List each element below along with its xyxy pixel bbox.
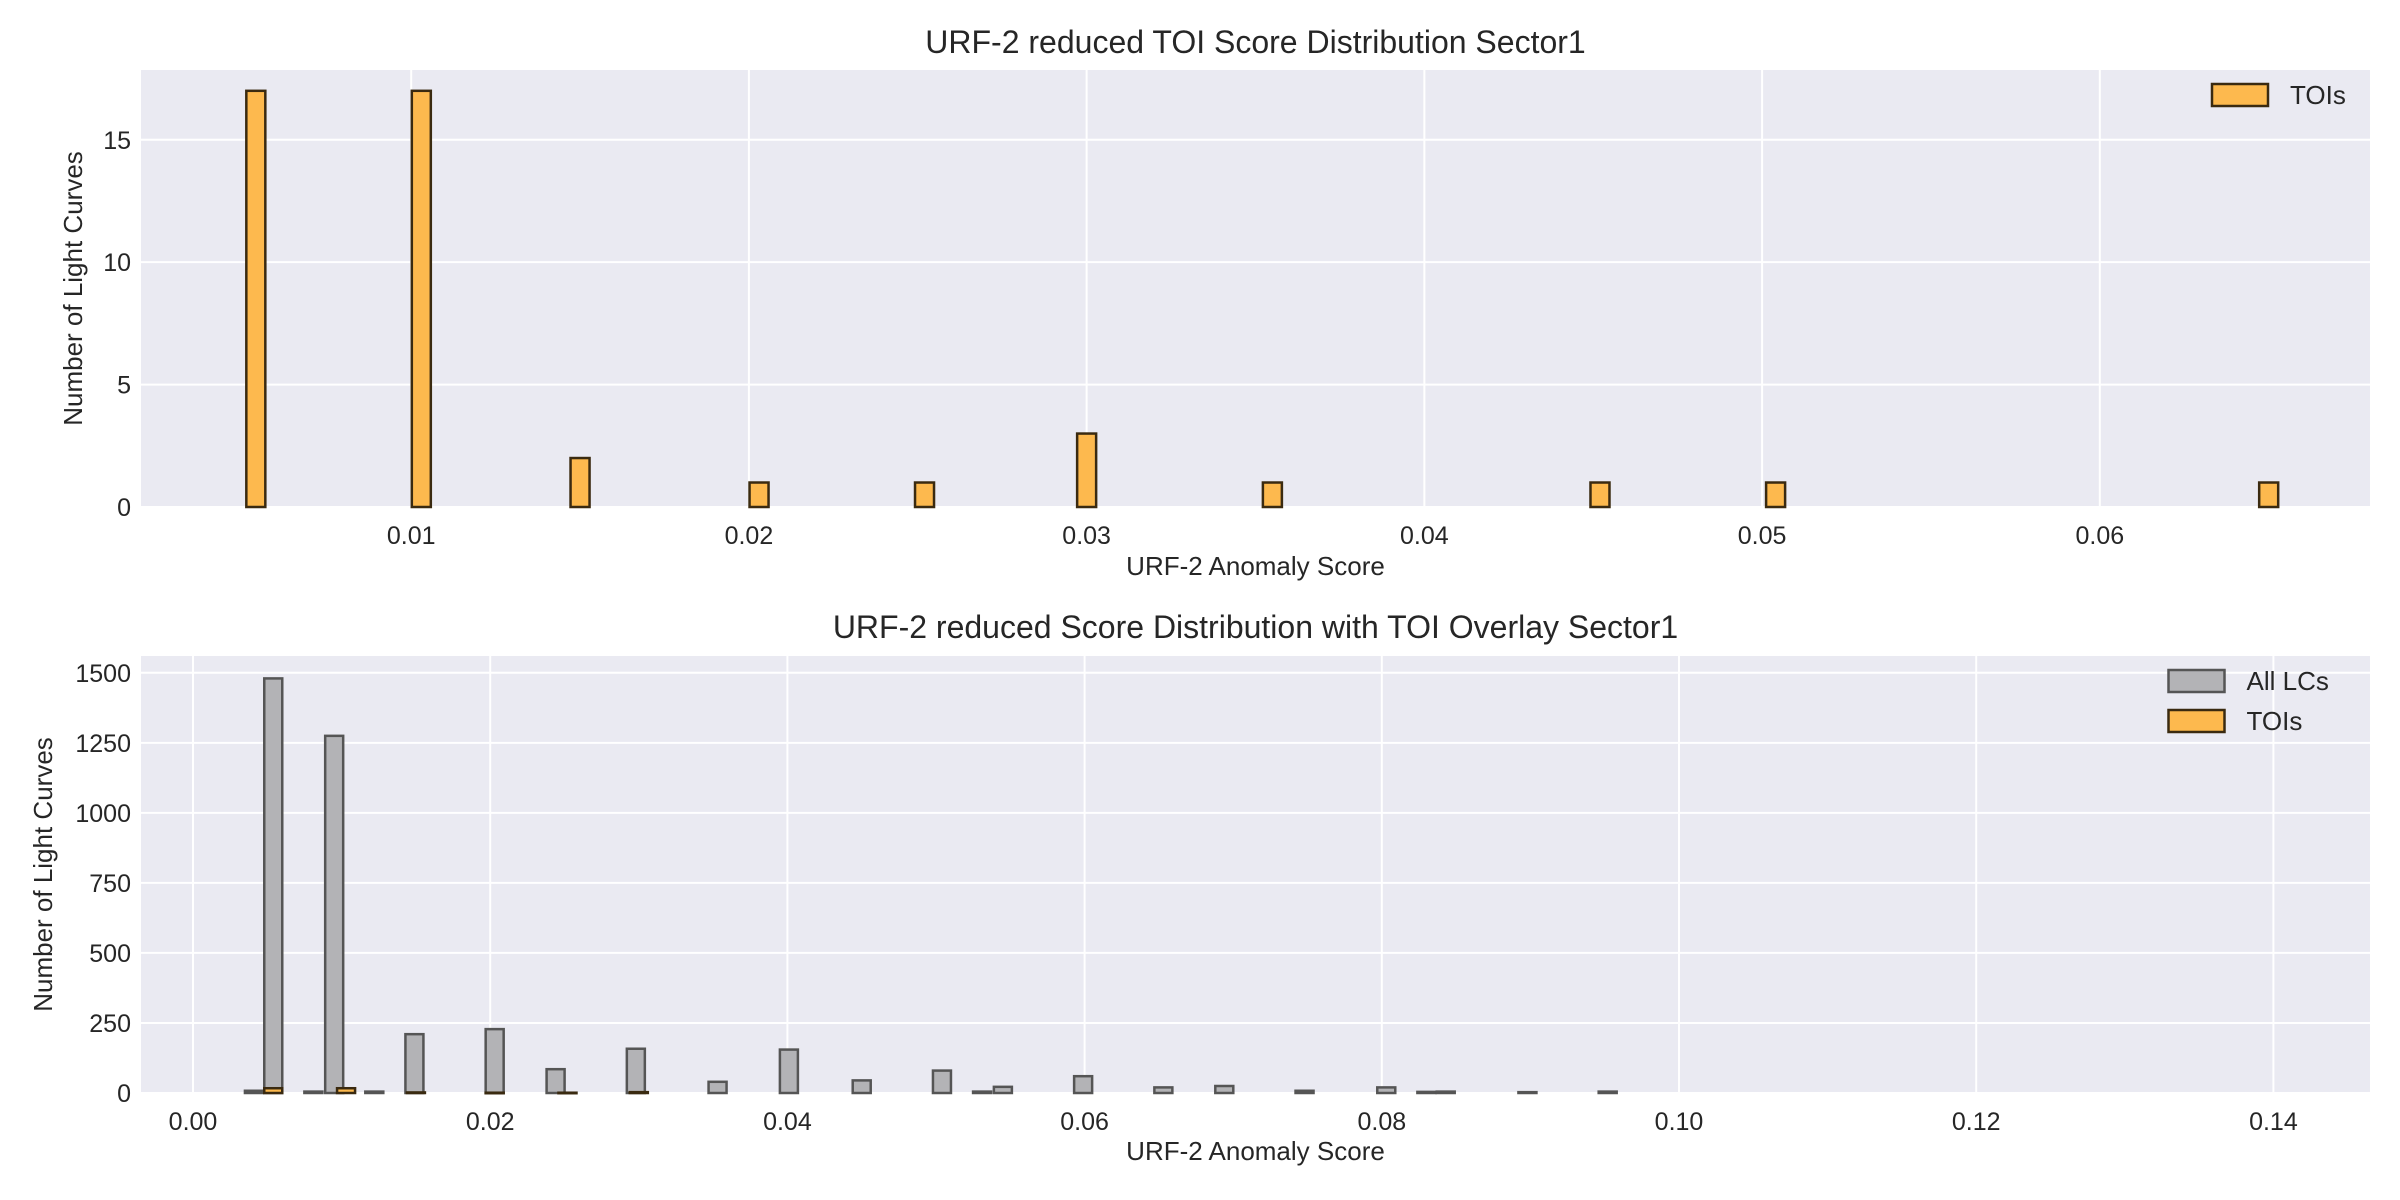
y-tick-label: 15 (103, 127, 131, 155)
tois-bar (557, 1091, 578, 1095)
grid (141, 656, 2370, 1094)
all-lcs-bar (1294, 1089, 1315, 1095)
bars (245, 89, 2280, 509)
y-tick-label: 750 (89, 870, 131, 898)
all-lcs-bar (484, 1027, 505, 1095)
all-lcs-bar (971, 1090, 993, 1095)
all-lcs-bar (625, 1047, 647, 1095)
all-lcs-bar (323, 734, 345, 1095)
tois-bar (2257, 481, 2280, 509)
tois-bar (628, 1090, 650, 1095)
all-lcs-bar (851, 1079, 872, 1095)
all-lcs-bar (1517, 1090, 1538, 1095)
y-tick-label: 5 (117, 372, 131, 400)
chart-title: URF-2 reduced TOI Score Distribution Sec… (925, 24, 1585, 60)
x-tick-label: 0.03 (1062, 522, 1111, 550)
all-lcs-bar (303, 1090, 324, 1095)
all-lcs-bar (1416, 1090, 1437, 1095)
x-tick-label: 0.06 (2075, 522, 2124, 550)
y-axis-label: Number of Light Curves (58, 151, 88, 426)
x-axis-label: URF-2 Anomaly Score (1126, 551, 1385, 581)
all-lcs-bar (243, 1089, 265, 1095)
all-lcs-bar (263, 677, 284, 1095)
tois-bar (335, 1086, 357, 1095)
y-tick-label: 0 (117, 494, 131, 522)
all-lcs-bar (364, 1090, 385, 1095)
y-tick-label: 1250 (75, 730, 131, 758)
tois-bar (484, 1091, 505, 1095)
legend-label: TOIs (2290, 80, 2346, 110)
legend-swatch (2210, 82, 2270, 108)
tois-bar (1075, 432, 1098, 509)
legend-swatch (2167, 668, 2226, 694)
x-axis-label: URF-2 Anomaly Score (1126, 1136, 1385, 1166)
y-axis-label: Number of Light Curves (28, 737, 58, 1012)
legend-label: All LCs (2247, 666, 2329, 696)
legend: All LCs TOIs (2167, 666, 2329, 736)
y-tick-label: 10 (103, 249, 131, 277)
tois-bar (1589, 481, 1611, 509)
tois-bar (245, 89, 267, 509)
legend-swatch (2167, 708, 2226, 734)
tois-bar (913, 481, 936, 509)
legend: TOIs (2210, 80, 2346, 110)
plot-area (141, 70, 2370, 507)
x-tick-label: 0.04 (763, 1108, 812, 1136)
chart-title: URF-2 reduced Score Distribution with TO… (833, 609, 1678, 645)
overlay-distribution-panel: 0.00 0.02 0.04 0.06 0.08 0.10 0.12 0.14 0 250 500… (28, 609, 2370, 1166)
tois-bar (405, 1091, 427, 1095)
x-tick-label: 0.00 (169, 1108, 218, 1136)
y-tick-label: 250 (89, 1010, 131, 1038)
grid (141, 70, 2370, 508)
legend-label: TOIs (2247, 706, 2303, 736)
all-lcs-bar (1072, 1074, 1094, 1095)
x-tick-label: 0.02 (725, 522, 774, 550)
x-tick-label: 0.12 (1952, 1108, 2001, 1136)
tois-bar (569, 456, 591, 509)
y-tick-label: 0 (117, 1080, 131, 1108)
tois-bar (410, 89, 433, 509)
x-tick-label: 0.01 (387, 522, 436, 550)
y-tick-labels: 0 5 10 15 (103, 127, 131, 522)
all-lcs-bar (1214, 1084, 1235, 1095)
tois-bar (1261, 481, 1284, 509)
all-lcs-bar (1435, 1090, 1456, 1095)
x-tick-labels: 0.01 0.02 0.03 0.04 0.05 0.06 (387, 522, 2124, 550)
tois-bar (1764, 481, 1787, 509)
tois-bar (748, 481, 770, 509)
all-lcs-bar (707, 1080, 728, 1095)
x-tick-label: 0.04 (1400, 522, 1449, 550)
y-tick-label: 1500 (75, 660, 131, 688)
y-tick-label: 1000 (75, 800, 131, 828)
bars (243, 677, 1618, 1095)
x-tick-label: 0.05 (1738, 522, 1787, 550)
all-lcs-bar (404, 1032, 425, 1095)
x-tick-label: 0.06 (1060, 1108, 1109, 1136)
x-tick-label: 0.02 (466, 1108, 515, 1136)
x-tick-labels: 0.00 0.02 0.04 0.06 0.08 0.10 0.12 0.14 (169, 1108, 2298, 1136)
x-tick-label: 0.10 (1655, 1108, 1704, 1136)
all-lcs-bar (992, 1085, 1014, 1095)
x-tick-label: 0.14 (2249, 1108, 2298, 1136)
plot-area (141, 656, 2370, 1093)
all-lcs-bar (1376, 1086, 1397, 1095)
all-lcs-bar (1153, 1086, 1174, 1095)
toi-distribution-panel: 0.01 0.02 0.03 0.04 0.05 0.06 0 5 10 15 URF-2 re… (58, 24, 2370, 581)
tois-bar (263, 1086, 284, 1095)
x-tick-label: 0.08 (1357, 1108, 1406, 1136)
y-tick-label: 500 (89, 940, 131, 968)
all-lcs-bar (778, 1048, 800, 1095)
all-lcs-bar (545, 1067, 566, 1095)
all-lcs-bar (931, 1069, 953, 1095)
all-lcs-bar (1597, 1090, 1618, 1095)
y-tick-labels: 0 250 500 750 1000 1250 1500 (75, 660, 131, 1108)
